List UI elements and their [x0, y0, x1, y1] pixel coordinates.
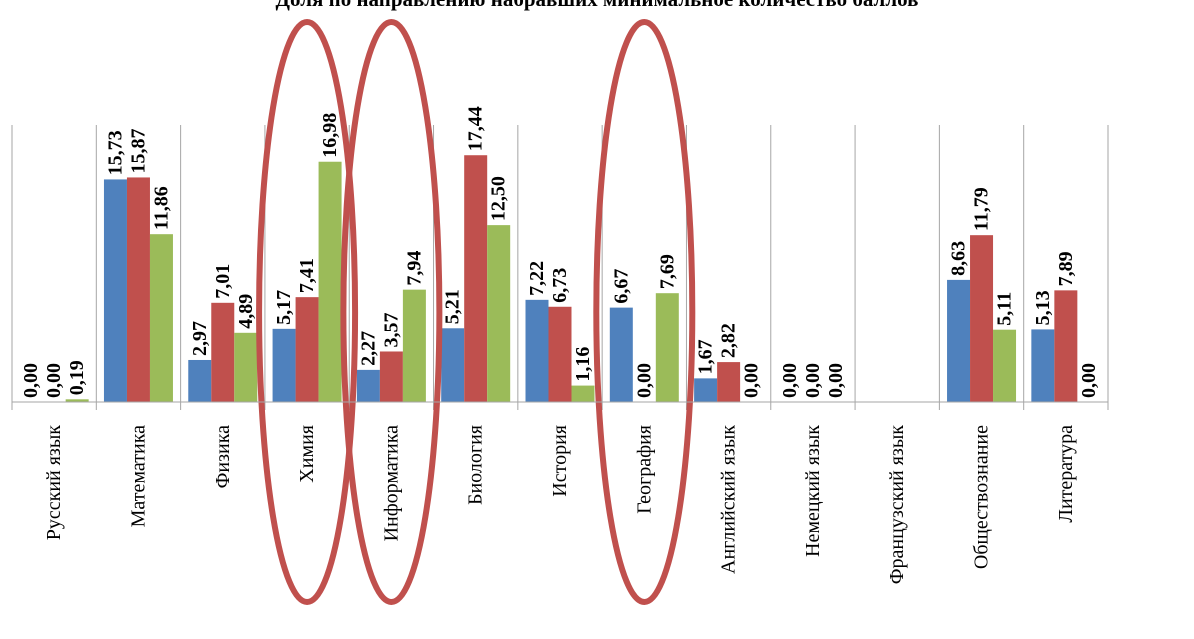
bar	[441, 328, 465, 402]
data-label: 5,11	[994, 292, 1016, 326]
bar	[970, 235, 994, 402]
data-label: 15,73	[104, 130, 126, 175]
data-label: 4,89	[235, 294, 257, 329]
category-label: Информатика	[380, 425, 402, 542]
bar	[188, 359, 212, 402]
category-label: История	[549, 425, 571, 497]
bar	[694, 378, 718, 402]
data-label: 0,00	[1078, 363, 1100, 398]
data-label: 2,27	[357, 331, 379, 366]
data-label: 7,89	[1055, 251, 1077, 286]
data-label: 7,69	[656, 254, 678, 289]
bar	[487, 225, 511, 402]
bar	[947, 279, 971, 402]
data-label: 1,67	[695, 339, 717, 374]
category-label: Немецкий язык	[802, 425, 824, 557]
data-label: 2,82	[718, 323, 740, 358]
category-label: Математика	[127, 425, 149, 527]
data-label: 0,00	[20, 363, 42, 398]
category-label: Химия	[296, 425, 318, 483]
highlight-ellipses	[256, 19, 696, 605]
bar	[211, 302, 235, 402]
data-label: 7,01	[212, 264, 234, 299]
data-label: 0,00	[779, 363, 801, 398]
bar	[464, 155, 488, 402]
category-label: Обществознание	[971, 425, 993, 569]
bar	[402, 289, 426, 402]
data-label: 0,00	[825, 363, 847, 398]
category-label: Английский язык	[718, 425, 740, 574]
bar	[548, 306, 572, 402]
data-label: 0,00	[633, 363, 655, 398]
data-label: 7,41	[296, 258, 318, 293]
bar	[379, 351, 403, 402]
data-label: 8,63	[948, 241, 970, 276]
data-label: 7,22	[526, 261, 548, 296]
data-label: 1,16	[572, 347, 594, 382]
bar	[655, 293, 679, 402]
data-label: 15,87	[127, 128, 149, 173]
bar	[1031, 329, 1055, 402]
data-label: 12,50	[488, 176, 510, 221]
data-label: 6,73	[549, 268, 571, 303]
data-label: 0,19	[66, 360, 88, 395]
category-label: Французский язык	[886, 425, 908, 585]
chart-title: Доля по направлению набравших минимально…	[0, 0, 1194, 12]
bar	[149, 234, 173, 402]
data-label: 3,57	[380, 312, 402, 347]
data-label: 11,86	[150, 186, 172, 230]
highlight-ellipse	[340, 19, 443, 605]
data-label: 0,00	[802, 363, 824, 398]
bars	[65, 155, 1078, 402]
bar	[525, 299, 549, 402]
category-labels: Русский язык Математика Физика Химия Информа…	[43, 425, 1077, 585]
data-label: 5,17	[273, 290, 295, 325]
bar	[1054, 290, 1078, 402]
data-label: 11,79	[971, 187, 993, 231]
highlight-ellipse	[593, 19, 696, 605]
data-label: 5,21	[442, 289, 464, 324]
bar	[295, 297, 319, 402]
category-label: Русский язык	[43, 425, 65, 541]
category-label: Биология	[465, 425, 487, 505]
data-label: 7,94	[403, 251, 425, 286]
data-label: 16,98	[319, 113, 341, 158]
bar	[609, 307, 633, 402]
bar	[65, 399, 89, 402]
bar	[126, 177, 150, 402]
category-label: Физика	[212, 425, 234, 489]
bar	[272, 328, 296, 402]
category-label: Литература	[1055, 425, 1077, 523]
data-label: 0,00	[43, 363, 65, 398]
data-label: 6,67	[610, 269, 632, 304]
data-label: 17,44	[465, 106, 487, 151]
category-label: География	[633, 425, 655, 514]
bar	[993, 329, 1017, 402]
data-label: 0,00	[741, 363, 763, 398]
data-label: 2,97	[189, 321, 211, 356]
data-label: 5,13	[1032, 290, 1054, 325]
bar	[103, 179, 127, 402]
bar	[356, 369, 380, 402]
bar	[318, 161, 342, 402]
bar	[571, 385, 595, 402]
highlight-ellipse	[256, 19, 359, 605]
bar	[234, 332, 258, 402]
bar	[717, 362, 741, 402]
